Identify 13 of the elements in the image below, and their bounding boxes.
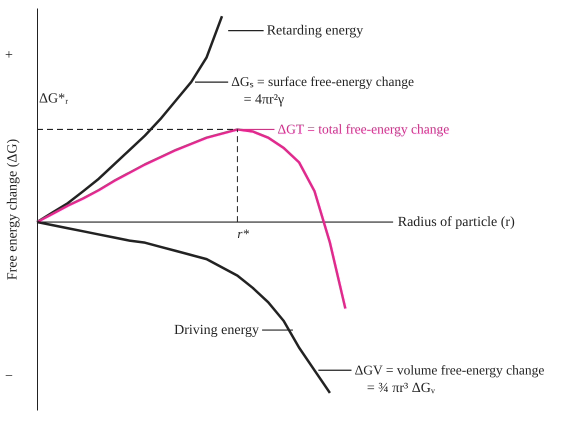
x-axis-title: Radius of particle (r) <box>398 215 516 230</box>
text: = ¾ πr³ ΔGᵥ <box>366 380 436 396</box>
text: + <box>5 48 14 64</box>
legend-label: ΔGV = volume free-energy change <box>354 362 544 378</box>
text: − <box>5 369 14 384</box>
legend-label: ΔGₛ = surface free-energy change <box>231 74 414 90</box>
y-axis-title: Free energy change (ΔG) <box>6 138 20 280</box>
legend-label: ΔGT = total free-energy change <box>278 121 450 136</box>
annotation: Driving energy <box>174 323 259 338</box>
annotation: Retarding energy <box>266 24 364 39</box>
annotation: r* <box>237 226 250 242</box>
annotation: = 4πr²γ <box>244 92 284 108</box>
ref-line-label: ΔG*ᵣ <box>39 91 68 106</box>
